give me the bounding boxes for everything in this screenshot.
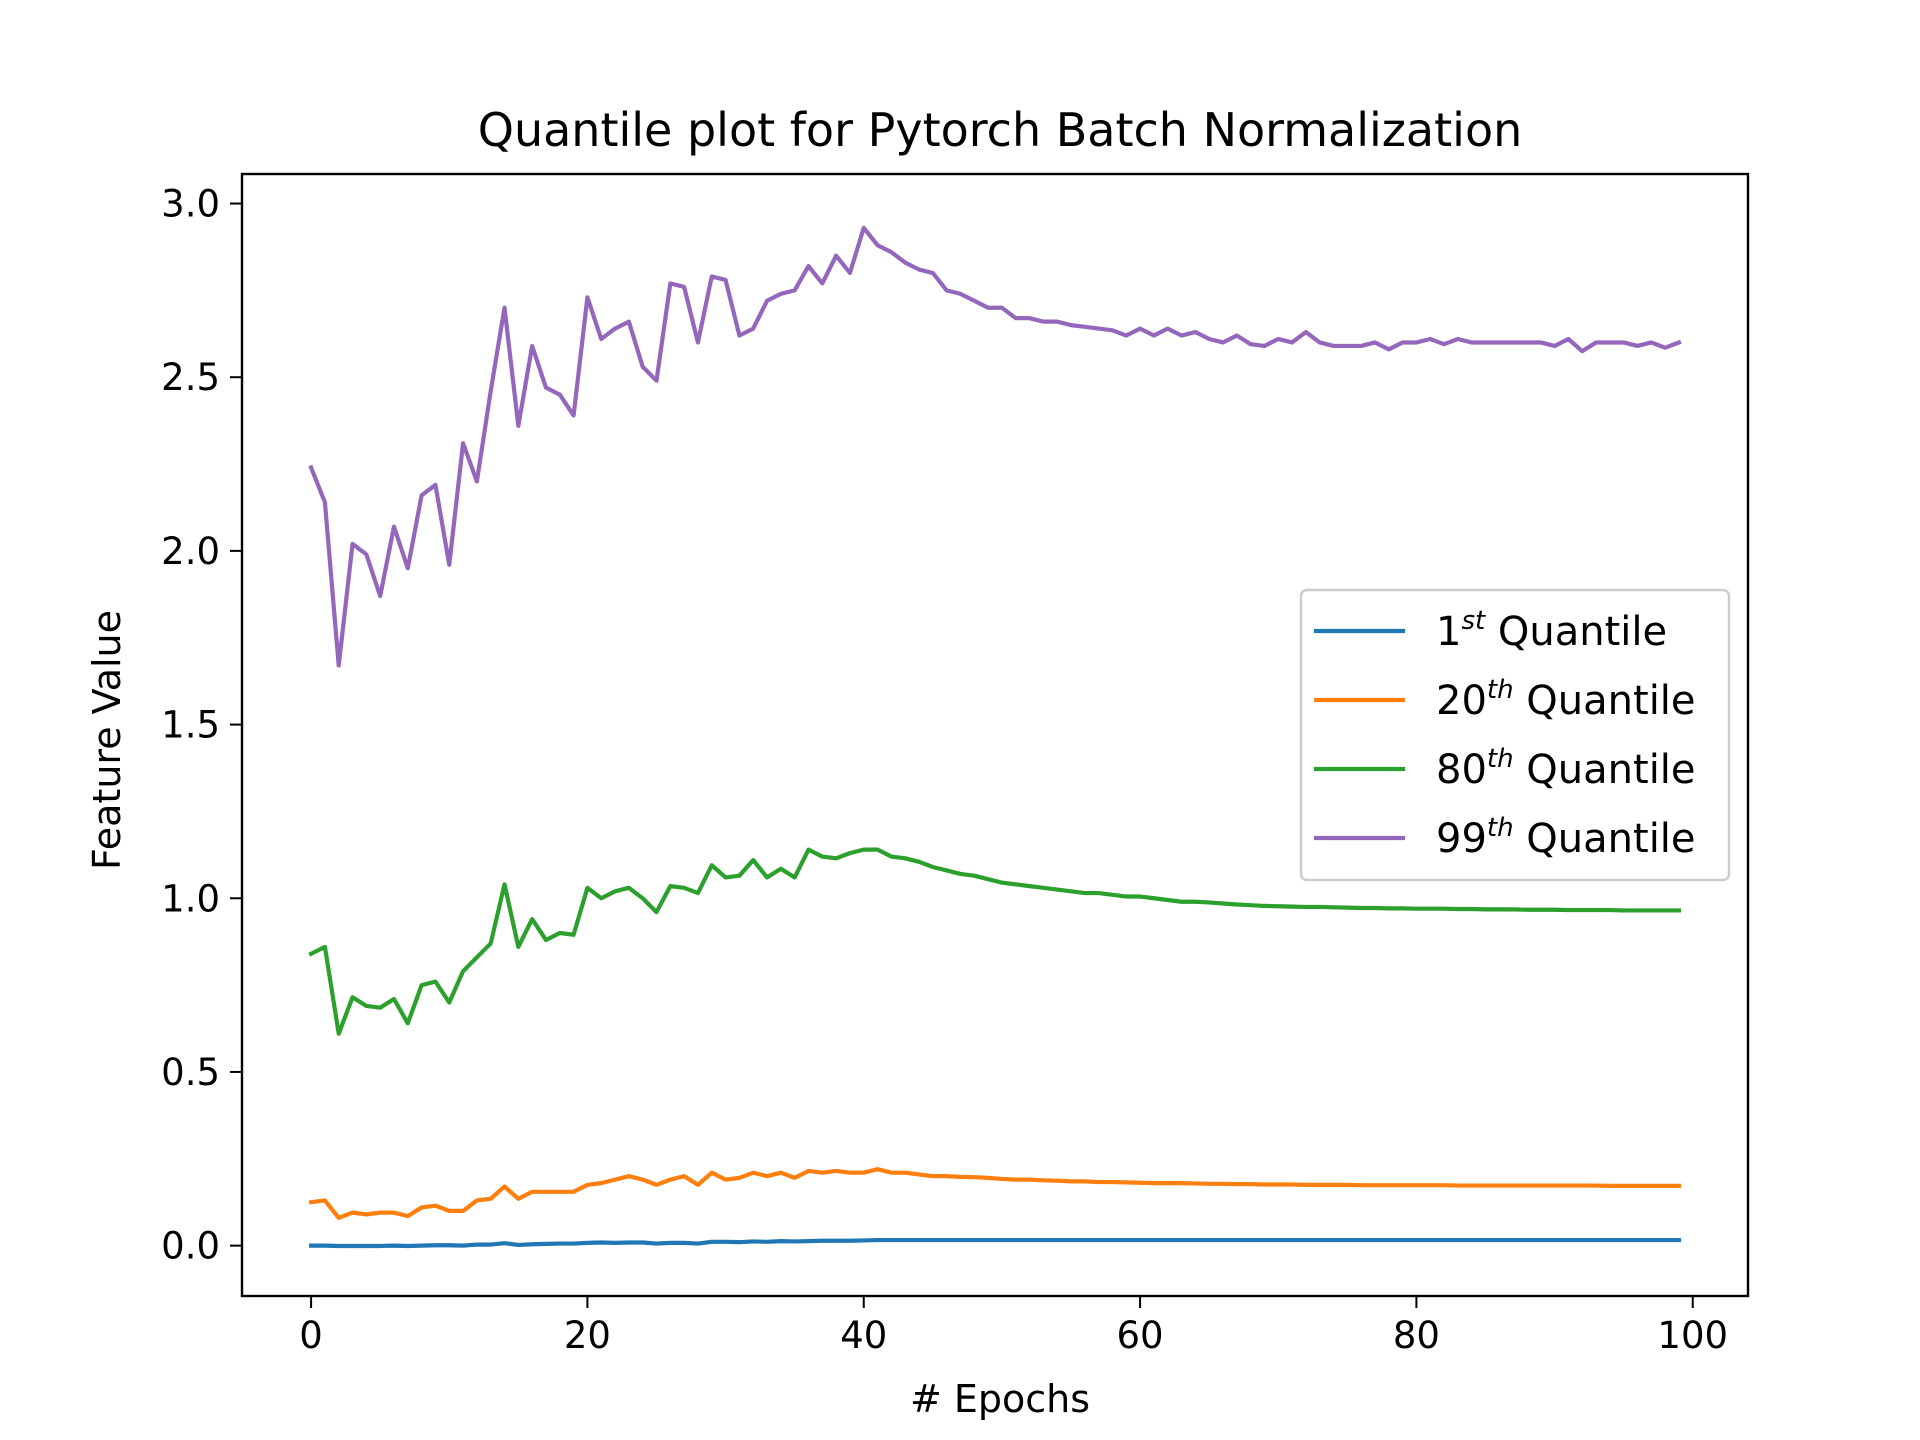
x-tick-label: 60 <box>1117 1314 1164 1357</box>
x-axis-label: # Epochs <box>910 1377 1090 1421</box>
y-tick-label: 2.0 <box>161 530 220 573</box>
plot-frame <box>240 172 1750 1298</box>
x-tick-label: 100 <box>1657 1314 1728 1357</box>
x-tick-label: 40 <box>840 1314 887 1357</box>
legend-label-2: 80th Quantile <box>1436 744 1696 793</box>
y-tick-label: 1.0 <box>161 877 220 920</box>
legend-label-1: 20th Quantile <box>1436 675 1696 724</box>
legend-box <box>1299 588 1731 882</box>
y-axis-label: Feature Value <box>85 610 129 870</box>
series-line-2 <box>308 847 1682 1036</box>
y-tick-label: 0.0 <box>161 1225 220 1268</box>
series-line-0 <box>308 1237 1682 1249</box>
legend-label-3: 99th Quantile <box>1436 813 1696 862</box>
y-tick-label: 3.0 <box>161 183 220 226</box>
plot-layer: 0 20 40 60 80 100 0.0 0.5 1.0 1.5 2.0 2.5 3.0 <box>161 172 1750 1357</box>
series-line-3 <box>308 225 1682 668</box>
legend-label-0: 1st Quantile <box>1436 606 1667 655</box>
chart-title: Quantile plot for Pytorch Batch Normaliz… <box>478 103 1523 157</box>
x-tick-label: 0 <box>299 1314 323 1357</box>
x-tick-label: 80 <box>1393 1314 1440 1357</box>
y-tick-label: 1.5 <box>161 704 220 747</box>
y-tick-label: 0.5 <box>161 1051 220 1094</box>
legend: 1st Quantile 20th Quantile 80th Quantile 99… <box>1299 588 1731 882</box>
series-line-1 <box>308 1167 1682 1220</box>
x-tick-label: 20 <box>564 1314 611 1357</box>
y-tick-label: 2.5 <box>161 356 220 399</box>
